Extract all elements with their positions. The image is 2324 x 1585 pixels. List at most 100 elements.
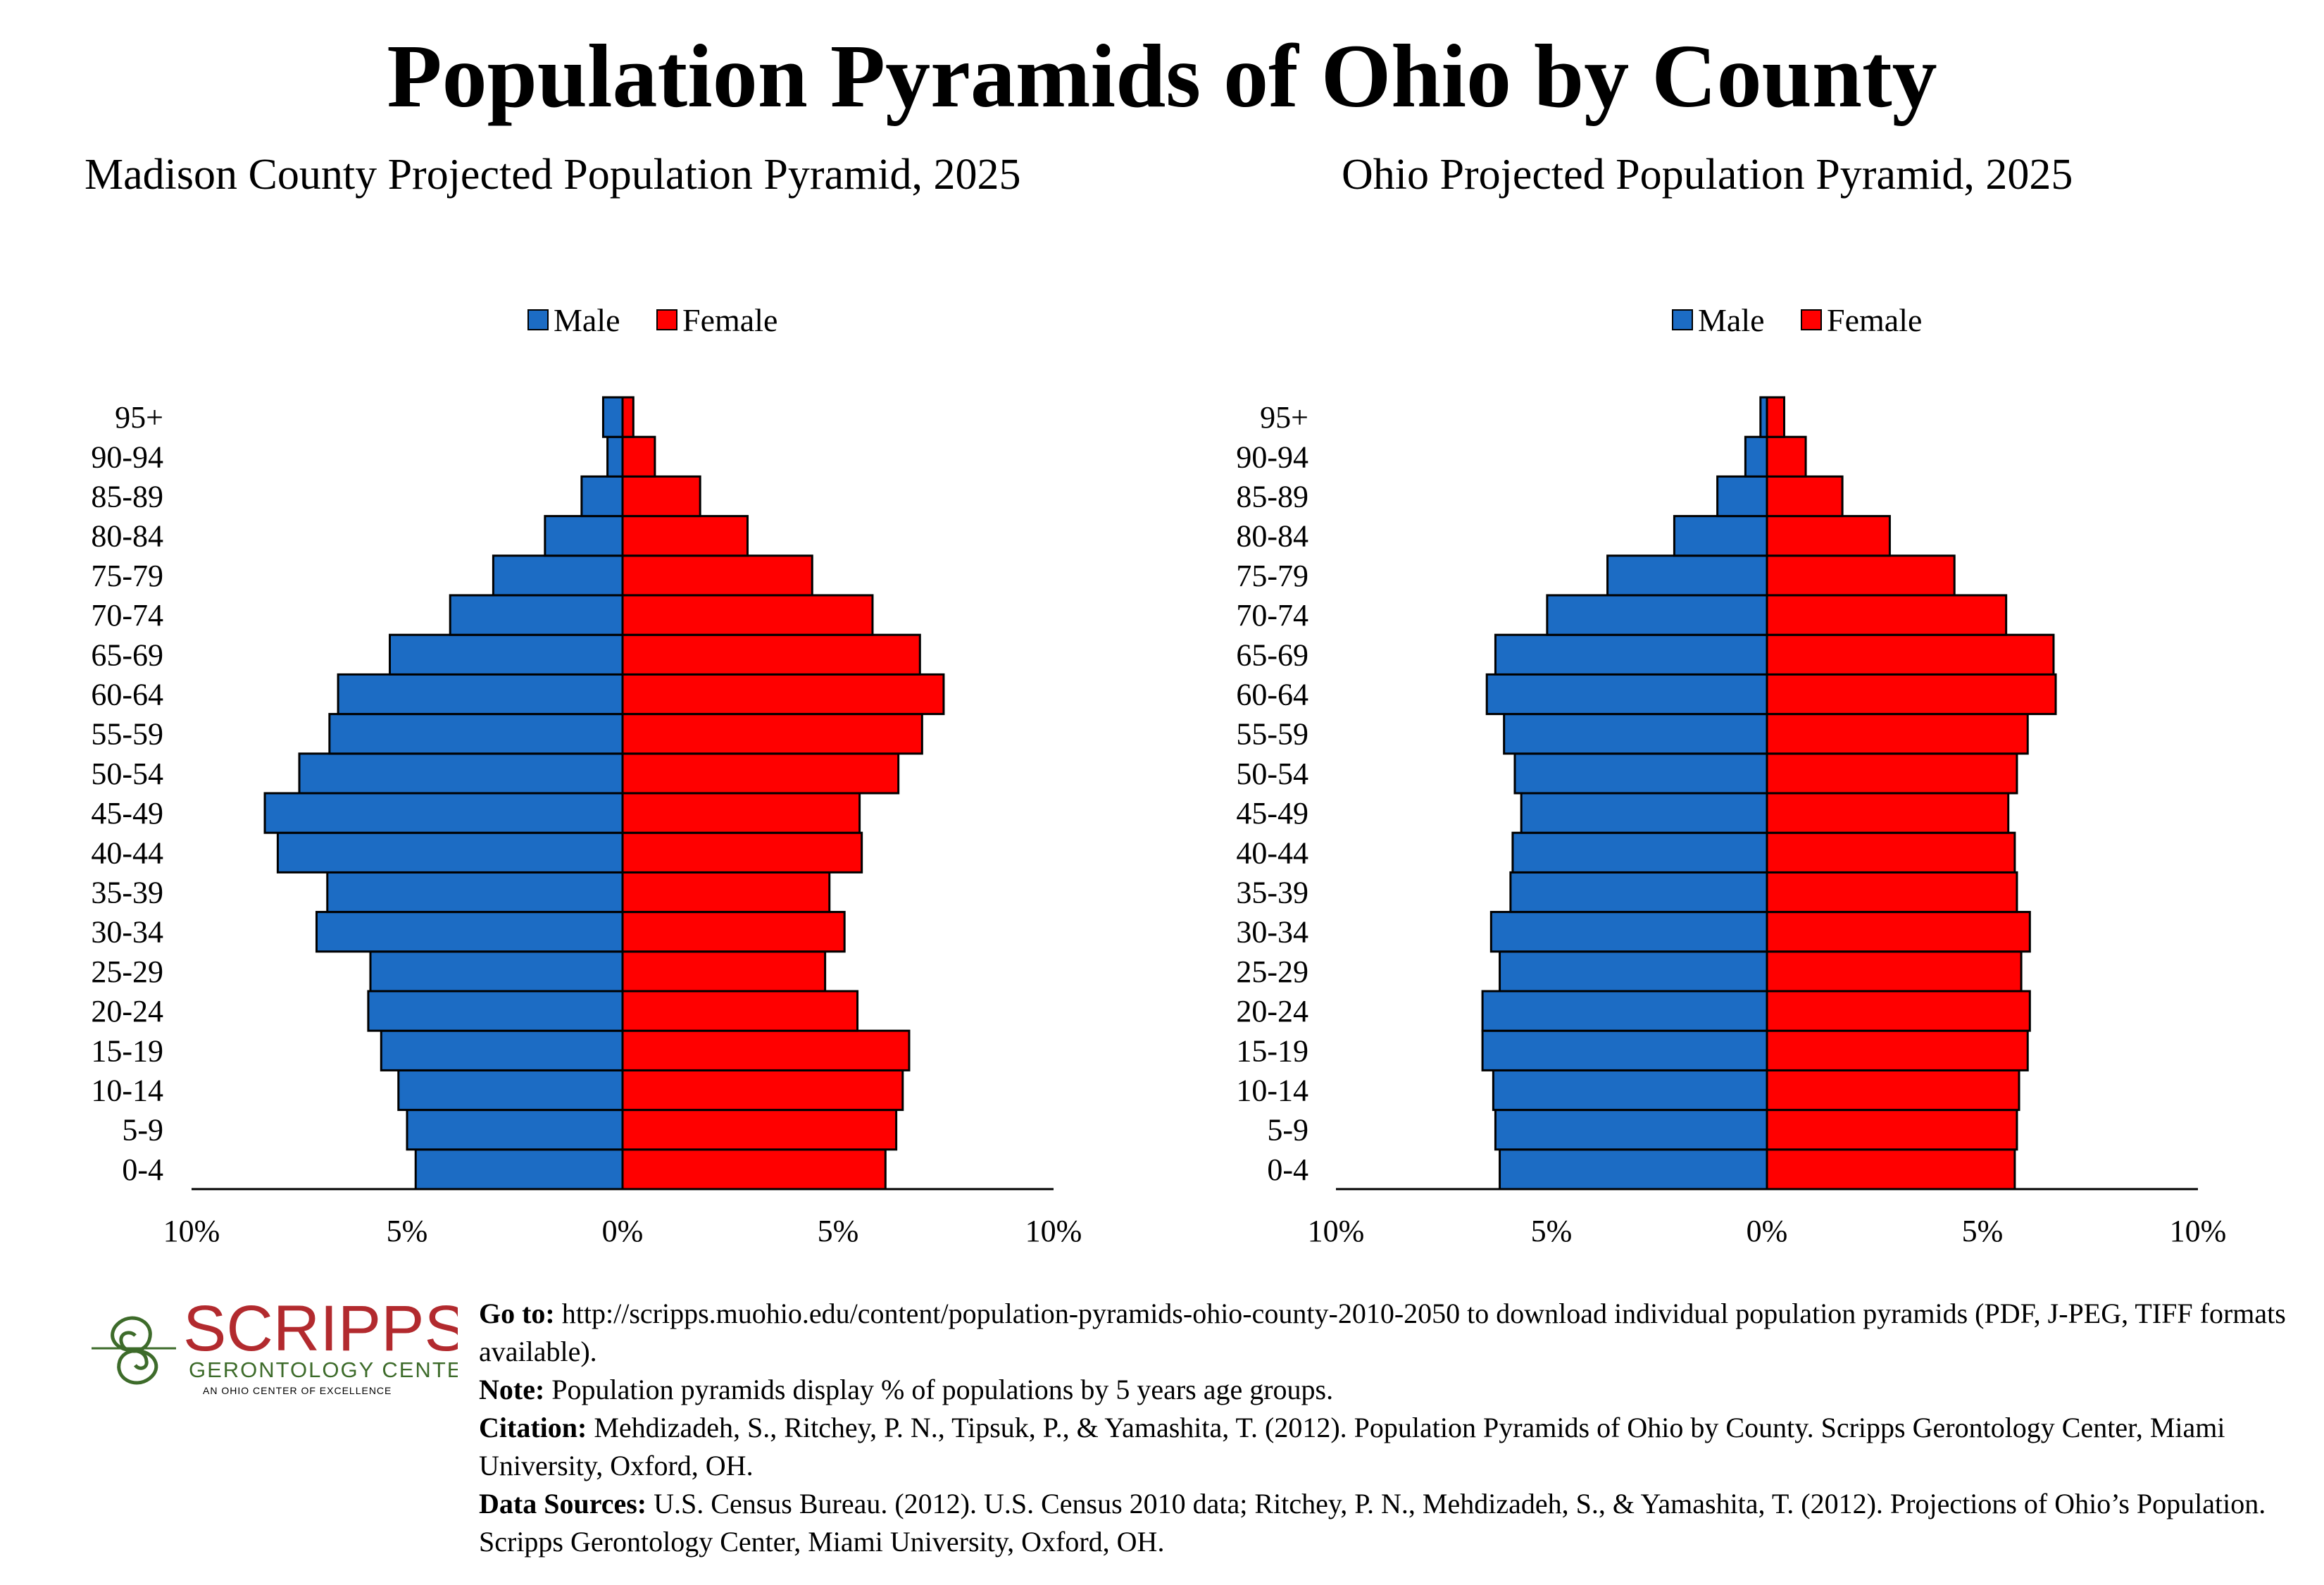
chart2-female-bar-0-4 [1766,1148,2016,1191]
chart2-male-bar-30-34 [1489,911,1768,953]
chart1-age-label: 0-4 [122,1152,163,1187]
chart1-legend-female-label: Female [682,302,777,338]
chart2-age-label: 15-19 [1236,1033,1308,1068]
chart1-age-label: 50-54 [91,757,163,791]
chart1-legend-female-swatch [656,309,677,330]
chart2-male-bar-70-74 [1546,594,1768,636]
chart1-age-label: 80-84 [91,519,163,554]
chart2-x-tick-label: 5% [1531,1214,1573,1248]
chart1-female-bar-5-9 [621,1109,898,1151]
chart1-age-label: 40-44 [91,835,163,870]
chart2-male-bar-35-39 [1509,871,1768,914]
footer-notes: Go to: http://scripps.muohio.edu/content… [479,1295,2310,1561]
chart2-female-bar-5-9 [1766,1109,2018,1151]
citation-label: Citation: [479,1412,587,1443]
chart2-age-label: 20-24 [1236,994,1308,1028]
chart2-female-bar-75-79 [1766,554,1956,597]
chart2-age-label: 0-4 [1267,1152,1308,1187]
citation-line: Citation: Mehdizadeh, S., Ritchey, P. N.… [479,1409,2310,1485]
chart1-age-label: 30-34 [91,915,163,950]
chart2-male-bar-50-54 [1513,752,1768,795]
chart2-legend-male-label: Male [1698,302,1765,338]
chart1-age-label: 75-79 [91,559,163,593]
chart1-male-bar-25-29 [369,950,624,993]
chart1-x-tick-label: 0% [602,1214,644,1248]
chart1-male-bar-45-49 [263,792,624,834]
chart1-female-bar-55-59 [621,713,923,755]
chart2-female-bar-80-84 [1766,515,1891,557]
chart1-female-bar-25-29 [621,950,827,993]
chart2-female-bar-60-64 [1766,673,2057,716]
scripps-logo: SCRIPPS GERONTOLOGY CENTER AN OHIO CENTE… [92,1293,458,1396]
chart1-male-bar-90-94 [606,435,624,478]
chart1-legend-male-swatch [527,309,549,330]
note-line: Note: Population pyramids display % of p… [479,1371,2310,1409]
chart2-legend-female-label: Female [1827,302,1922,338]
chart1-x-tick-label: 10% [1025,1214,1082,1248]
chart1-age-label: 65-69 [91,638,163,672]
chart2-female-bar-10-14 [1766,1069,2020,1112]
chart1-female-bar-40-44 [621,831,863,874]
chart2-male-bar-55-59 [1503,713,1768,755]
chart1-female-bar-50-54 [621,752,900,795]
chart2-legend-female-swatch [1801,309,1822,330]
chart1-age-label: 70-74 [91,598,163,633]
chart2-female-bar-20-24 [1766,990,2031,1032]
goto-line: Go to: http://scripps.muohio.edu/content… [479,1295,2310,1371]
chart2-age-label: 55-59 [1236,717,1308,752]
sources-text: U.S. Census Bureau. (2012). U.S. Census … [479,1488,2266,1558]
chart2-age-label: 60-64 [1236,678,1308,712]
chart2-legend-male-swatch [1672,309,1693,330]
chart2-female-bar-70-74 [1766,594,2008,636]
chart1-female-bar-60-64 [621,673,945,716]
chart1-female-bar-10-14 [621,1069,904,1112]
chart2-age-label: 80-84 [1236,519,1308,554]
chart2-male-bar-5-9 [1494,1109,1768,1151]
chart2-age-label: 30-34 [1236,915,1308,950]
chart1-x-tick-label: 5% [387,1214,428,1248]
logo-name: SCRIPPS [183,1293,458,1365]
chart2-male-bar-15-19 [1481,1029,1768,1071]
chart1-male-bar-15-19 [380,1029,624,1071]
chart2-male-bar-0-4 [1499,1148,1768,1191]
chart1-male-bar-75-79 [492,554,624,597]
chart1-male-bar-65-69 [389,633,624,676]
chart1-male-bar-85-89 [580,475,624,518]
chart1-female-bar-15-19 [621,1029,911,1071]
chart1-age-label: 15-19 [91,1033,163,1068]
note-text: Population pyramids display % of populat… [551,1374,1334,1405]
chart1-female-bar-90-94 [621,435,656,478]
chart1-male-bar-50-54 [298,752,624,795]
chart1-male-bar-80-84 [544,515,624,557]
chart2-age-label: 50-54 [1236,757,1308,791]
chart1-age-label: 20-24 [91,994,163,1028]
chart2-age-label: 40-44 [1236,835,1308,870]
chart1-age-label: 10-14 [91,1074,163,1108]
chart2-male-bar-60-64 [1485,673,1768,716]
chart2-male-bar-90-94 [1744,435,1768,478]
sources-label: Data Sources: [479,1488,647,1519]
chart1-male-bar-35-39 [326,871,624,914]
chart2-age-label: 85-89 [1236,480,1308,514]
chart2-female-bar-35-39 [1766,871,2018,914]
chart2-male-bar-65-69 [1494,633,1768,676]
chart1-male-bar-20-24 [367,990,624,1032]
chart2-male-bar-80-84 [1673,515,1768,557]
chart2-age-label: 5-9 [1267,1113,1308,1148]
chart2-age-label: 65-69 [1236,638,1308,672]
chart1-female-bar-85-89 [621,475,701,518]
chart2-male-bar-10-14 [1492,1069,1768,1112]
chart2-female-bar-50-54 [1766,752,2018,795]
chart1-male-bar-55-59 [328,713,624,755]
chart2-female-bar-65-69 [1766,633,2055,676]
chart1-female-bar-95+ [621,396,635,438]
chart2-x-tick-label: 10% [2170,1214,2227,1248]
chart2-male-bar-25-29 [1499,950,1768,993]
chart2-age-label: 90-94 [1236,440,1308,474]
chart1-legend-male-label: Male [554,302,620,338]
chart2-age-label: 95+ [1260,400,1308,435]
chart1-age-label: 45-49 [91,796,163,831]
chart2-x-tick-label: 10% [1308,1214,1365,1248]
chart1-x-tick-label: 5% [818,1214,859,1248]
chart2-male-bar-85-89 [1716,475,1768,518]
